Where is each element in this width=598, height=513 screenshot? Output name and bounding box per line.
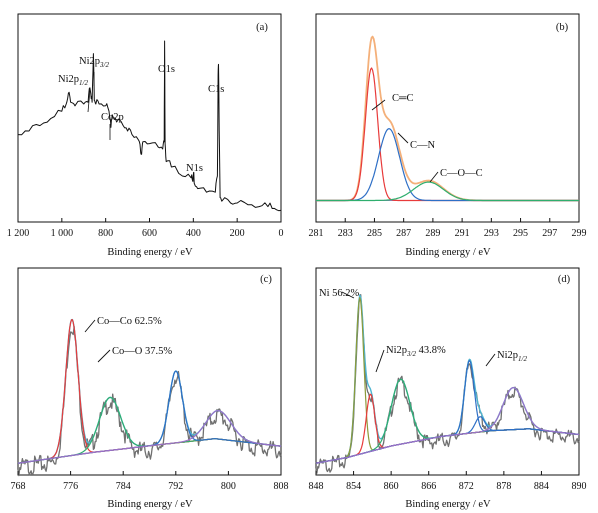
x-tick-label: 848 [309,481,324,492]
annotation-label: Co2p [101,112,124,123]
x-tick-label: 808 [274,481,289,492]
annotation-arrow [341,291,355,299]
annotation-label: Co—Co 62.5% [97,316,162,327]
panel-d-frame [315,267,580,476]
annotation-label: O1s [158,64,175,75]
component-label: C—O—C [440,168,483,179]
annotation-arrow [375,349,385,373]
panel-c-annotations: Co—Co 62.5% Co—O 37.5% [84,316,172,363]
survey-spectrum-line [17,40,282,212]
component-label: C═C [392,93,413,104]
panel-a-xlabel: Binding energy / eV [107,247,193,258]
component-label: C—N [410,140,436,151]
x-tick-label: 400 [186,228,201,239]
x-tick-label: 299 [572,228,587,239]
component-line [17,410,282,464]
panel-c-frame [17,267,282,476]
x-tick-label: 281 [309,228,324,239]
x-tick-label: 200 [230,228,245,239]
component-line [316,128,579,202]
component-line [316,181,579,202]
panel-d-xlabel: Binding energy / eV [405,499,491,510]
x-tick-label: 768 [11,481,26,492]
annotation-label: C1s [208,84,224,95]
panel-b-xlabel: Binding energy / eV [405,247,491,258]
x-tick-label: 784 [116,481,131,492]
x-tick-label: 0 [279,228,284,239]
annotation-arrow [397,132,409,144]
panel-c-xlabel: Binding energy / eV [107,499,193,510]
annotation-label: Ni2p3/2 [79,56,109,69]
x-tick-label: 854 [346,481,361,492]
panel-d-ni2p: 848 854 860 866 872 878 884 890 (d) Binding ene… [309,267,587,510]
annotation-leader [87,89,91,113]
annotation-arrow [371,99,386,111]
annotation-label: Ni 56.2% [319,288,360,299]
x-tick-label: 872 [459,481,474,492]
x-tick-label: 884 [534,481,549,492]
x-tick-label: 792 [168,481,183,492]
panel-d-annotations: Ni 56.2% Ni2p3/2 43.8% Ni2p1/2 [319,288,527,373]
component-line [315,387,580,464]
annotation-label: Co—O 37.5% [112,346,172,357]
annotation-arrow [485,353,496,367]
x-tick-label: 1 000 [51,228,74,239]
x-tick-label: 860 [384,481,399,492]
annotation-label: Ni2p1/2 [58,74,88,87]
x-tick-label: 800 [98,228,113,239]
annotation-label: Ni2p1/2 [497,350,527,363]
panel-a-survey: 1 200 1 000 800 600 400 200 0 (a) Binding ener… [7,13,284,258]
x-tick-label: 289 [425,228,440,239]
x-tick-label: 287 [396,228,411,239]
component-line [316,67,579,202]
baseline-line [315,428,580,464]
x-tick-label: 291 [455,228,470,239]
panel-b-frame [315,13,580,223]
panel-c-label: (c) [260,274,272,285]
annotation-arrow [97,349,111,363]
x-tick-label: 878 [496,481,511,492]
panel-a-frame [17,13,282,223]
panel-b-label: (b) [556,22,569,33]
x-tick-label: 1 200 [7,228,30,239]
x-tick-label: 890 [572,481,587,492]
x-tick-label: 285 [367,228,382,239]
x-tick-label: 866 [421,481,436,492]
panel-c-co2p: 768 776 784 792 800 808 (c) Binding energy / … [11,267,289,510]
annotation-arrow [84,319,96,333]
panel-b-annotations: C═C C—N C—O—C [371,93,483,183]
panel-a-annotations: Ni2p1/2 Ni2p3/2 Co2p O1s N1s C1s [58,56,224,174]
x-tick-label: 283 [338,228,353,239]
x-tick-label: 293 [484,228,499,239]
x-tick-label: 600 [142,228,157,239]
x-tick-label: 776 [63,481,78,492]
panel-b-c1s: 281 283 285 287 289 291 293 295 297 299 (b) Bindi… [309,13,587,258]
panel-d-label: (d) [558,274,571,285]
x-tick-label: 295 [513,228,528,239]
annotation-arrow [429,171,439,183]
panel-a-label: (a) [256,22,268,33]
component-line [315,378,580,464]
x-tick-label: 800 [221,481,236,492]
annotation-label: Ni2p3/2 43.8% [386,345,446,358]
x-tick-label: 297 [542,228,557,239]
annotation-label: N1s [186,163,203,174]
